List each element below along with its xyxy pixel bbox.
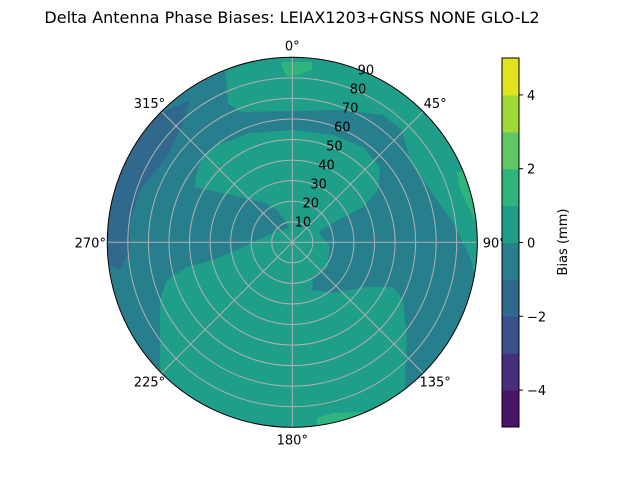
colorbar-band — [502, 242, 519, 280]
colorbar-band — [502, 279, 519, 317]
r-tick-label: 70 — [342, 102, 359, 117]
plot-border — [106, 56, 478, 428]
contour-region-0-1 — [160, 227, 407, 428]
contour-region-1-2 — [282, 62, 312, 77]
colorbar-band — [502, 205, 519, 243]
r-tick-label: 90 — [358, 64, 375, 79]
theta-tick-label: 270° — [75, 236, 106, 251]
grid-spoke — [161, 241, 293, 374]
colorbar-band — [502, 168, 519, 207]
colorbar-tick-label: 2 — [527, 163, 535, 178]
grid-spoke — [291, 241, 424, 374]
r-tick-label: 10 — [295, 215, 312, 230]
theta-tick-label: 90° — [483, 236, 506, 251]
colorbar-band — [502, 390, 519, 428]
colorbar-band — [502, 353, 519, 391]
r-tick-label: 60 — [334, 121, 351, 136]
colorbar-band — [502, 94, 519, 133]
colorbar-band — [502, 316, 519, 354]
theta-tick-label: 315° — [134, 97, 165, 112]
chart-title: Delta Antenna Phase Biases: LEIAX1203+GN… — [44, 8, 540, 27]
grid-spoke — [291, 111, 424, 243]
r-tick-label: 30 — [310, 177, 327, 192]
r-tick-label: 80 — [350, 83, 367, 98]
colorbar-tick-label: 0 — [527, 237, 535, 252]
colorbar-band — [502, 131, 519, 170]
colorbar-band — [502, 58, 519, 96]
colorbar-tick-label: −4 — [527, 384, 546, 399]
colorbar: −4 −2 0 2 4 Bias (mm) — [501, 57, 571, 428]
theta-tick-label: 135° — [419, 376, 450, 391]
colorbar-tick-label: 4 — [527, 89, 535, 104]
r-tick-label: 20 — [303, 196, 320, 211]
theta-tick-label: 0° — [285, 39, 300, 54]
r-tick-label: 40 — [318, 158, 335, 173]
theta-tick-label: 45° — [424, 97, 447, 112]
colorbar-tick-label: −2 — [527, 310, 546, 325]
colorbar-label: Bias (mm) — [556, 209, 571, 276]
polar-grid — [106, 56, 478, 428]
grid-spoke — [161, 111, 293, 243]
theta-tick-label: 225° — [134, 376, 165, 391]
r-tick-label: 50 — [326, 139, 343, 154]
theta-tick-label: 180° — [277, 433, 308, 448]
contour-region-0-1 — [195, 130, 380, 240]
